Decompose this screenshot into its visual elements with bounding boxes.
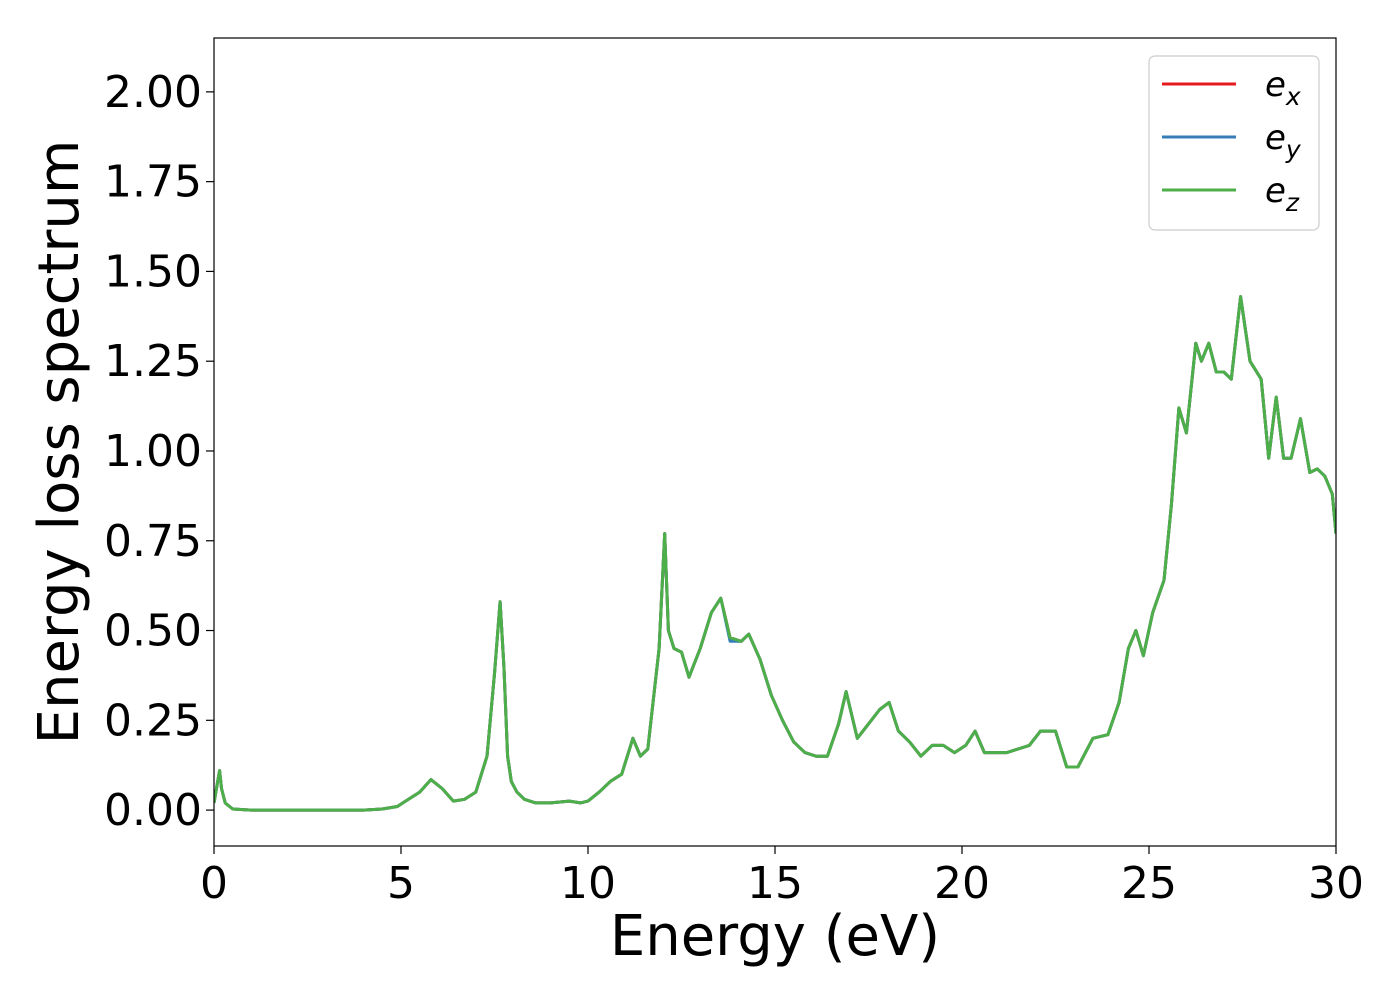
x-tick-label: 15 (747, 858, 803, 909)
y-axis-label: Energy loss spectrum (27, 140, 92, 745)
legend-label-subscript: x (1285, 82, 1301, 111)
y-tick-label: 1.00 (104, 426, 202, 477)
x-tick-label: 30 (1308, 858, 1364, 909)
legend-label-x: ex (1265, 65, 1301, 111)
x-tick-label: 20 (934, 858, 990, 909)
series-line-e-z (214, 295, 1336, 812)
legend-label-y: ey (1265, 118, 1302, 164)
y-tick-label: 0.25 (104, 695, 202, 746)
y-tick-label: 2.00 (104, 67, 202, 118)
series-layer (214, 295, 1336, 812)
x-tick-label: 0 (200, 858, 228, 909)
x-tick-label: 25 (1121, 858, 1177, 909)
legend-label-base: e (1265, 118, 1286, 158)
legend-label-base: e (1265, 171, 1286, 211)
legend-label-base: e (1265, 65, 1286, 105)
legend-box (1148, 55, 1320, 231)
y-axis: 0.00 0.25 0.50 0.75 1.00 1.25 1.50 1.75 2.00 (104, 67, 214, 836)
legend-label-subscript: y (1285, 135, 1302, 164)
y-tick-label: 1.75 (104, 157, 202, 208)
y-tick-label: 0.50 (104, 606, 202, 657)
y-tick-label: 1.25 (104, 336, 202, 387)
x-axis: 0 5 10 15 20 25 30 (200, 846, 1364, 909)
legend-label-subscript: z (1285, 188, 1300, 217)
y-tick-label: 0.00 (104, 785, 202, 836)
y-tick-label: 0.75 (104, 516, 202, 567)
x-tick-label: 5 (387, 858, 415, 909)
x-tick-label: 10 (560, 858, 616, 909)
x-axis-label: Energy (eV) (610, 904, 940, 969)
y-tick-label: 1.50 (104, 246, 202, 297)
legend-label-z: ez (1265, 171, 1300, 217)
